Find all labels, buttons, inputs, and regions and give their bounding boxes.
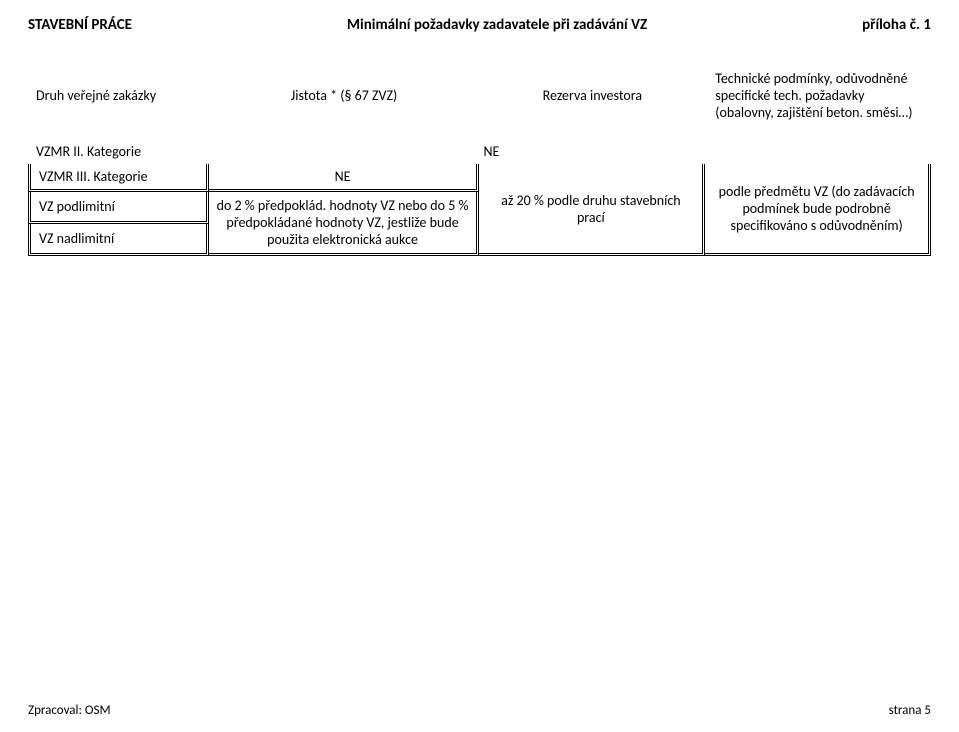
page-container: STAVEBNÍ PRÁCE Minimální požadavky zadav… (0, 0, 959, 256)
cell-ne: NE (209, 164, 480, 192)
cell-category-3: VZMR III. Kategorie (28, 164, 209, 192)
table-header-row: Druh veřejné zakázky Jistota * (§ 67 ZVZ… (28, 52, 931, 138)
cell-nadlimitni: VZ nadlimitní (28, 224, 209, 256)
cell-empty (705, 138, 931, 164)
page-header: STAVEBNÍ PRÁCE Minimální požadavky zadav… (28, 16, 931, 34)
header-center: Minimální požadavky zadavatele při zadáv… (132, 16, 862, 34)
header-left: STAVEBNÍ PRÁCE (28, 16, 132, 34)
cell-empty (209, 138, 480, 164)
footer-right: strana 5 (889, 703, 931, 718)
page-footer: Zpracoval: OSM strana 5 (28, 703, 931, 718)
footer-left: Zpracoval: OSM (28, 703, 111, 718)
cell-tech-merged: podle předmětu VZ (do zadávacích podmíne… (705, 164, 931, 256)
col-header-tech: Technické podmínky, odůvodněné specifick… (705, 52, 931, 138)
table-row: VZMR III. Kategorie NE až 20 % podle dru… (28, 164, 931, 192)
table-row: VZMR II. Kategorie NE (28, 138, 931, 164)
col-header-rezerva: Rezerva investora (479, 52, 705, 138)
cell-jistota-merged: do 2 % předpoklád. hodnoty VZ nebo do 5 … (209, 192, 480, 256)
col-header-jistota: Jistota * (§ 67 ZVZ) (209, 52, 480, 138)
header-right: příloha č. 1 (862, 16, 931, 34)
cell-category-2: VZMR II. Kategorie (28, 138, 209, 164)
cell-ne-merged: NE (479, 138, 705, 164)
cell-podlimitni: VZ podlimitní (28, 192, 209, 224)
requirements-table: Druh veřejné zakázky Jistota * (§ 67 ZVZ… (28, 52, 931, 256)
cell-rezerva-merged: až 20 % podle druhu stavebních prací (479, 164, 705, 256)
col-header-druh: Druh veřejné zakázky (28, 52, 209, 138)
